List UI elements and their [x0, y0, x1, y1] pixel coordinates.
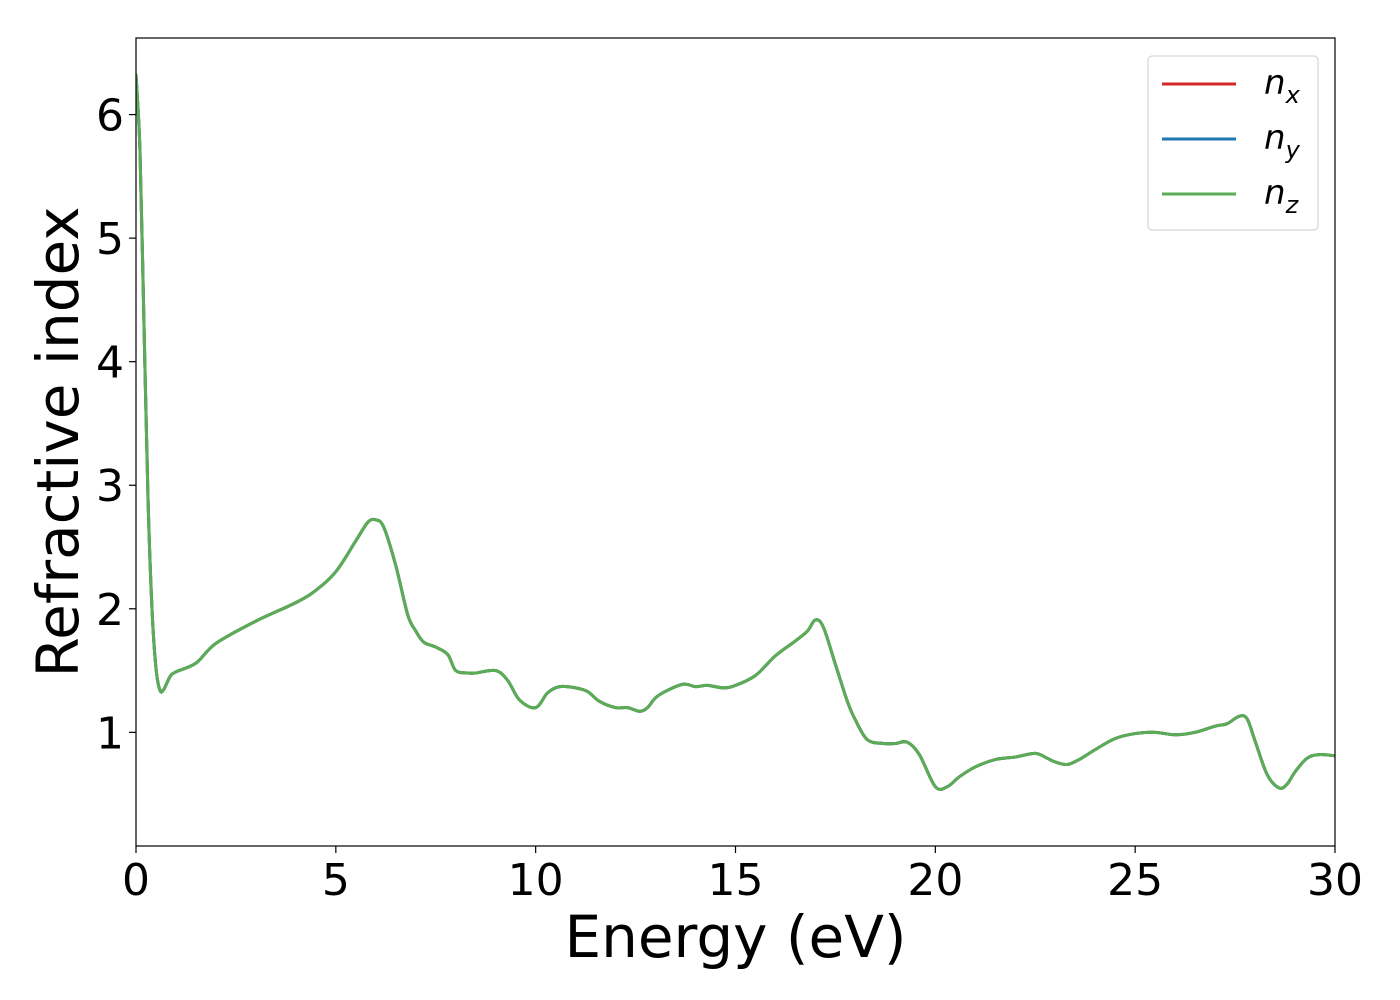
x-axis-title: Energy (eV)	[564, 903, 906, 971]
legend-label-n-y: ny	[1264, 118, 1301, 164]
x-tick-label: 30	[1307, 855, 1363, 906]
x-axis-ticks: 0 5 10 15 20 25 30	[122, 846, 1363, 906]
x-tick-label: 20	[907, 855, 963, 906]
y-axis-ticks: 1 2 3 4 5 6	[96, 91, 136, 759]
x-tick-label: 0	[122, 855, 150, 906]
y-tick-label: 4	[96, 338, 124, 389]
y-tick-label: 1	[96, 708, 124, 759]
legend-box	[1147, 55, 1319, 231]
series-line-n-z	[136, 73, 1335, 791]
legend: nx ny nz	[1147, 55, 1319, 231]
x-tick-label: 15	[708, 855, 764, 906]
y-tick-label: 5	[96, 214, 124, 265]
x-tick-label: 5	[322, 855, 350, 906]
x-tick-label: 10	[508, 855, 564, 906]
y-tick-label: 3	[96, 461, 124, 512]
legend-label-n-x: nx	[1264, 63, 1301, 109]
series-layer	[136, 73, 1335, 791]
y-tick-label: 2	[96, 585, 124, 636]
y-axis-title: Refractive index	[24, 206, 92, 677]
legend-label-n-z: nz	[1264, 173, 1300, 219]
x-tick-label: 25	[1107, 855, 1163, 906]
y-tick-label: 6	[96, 91, 124, 142]
